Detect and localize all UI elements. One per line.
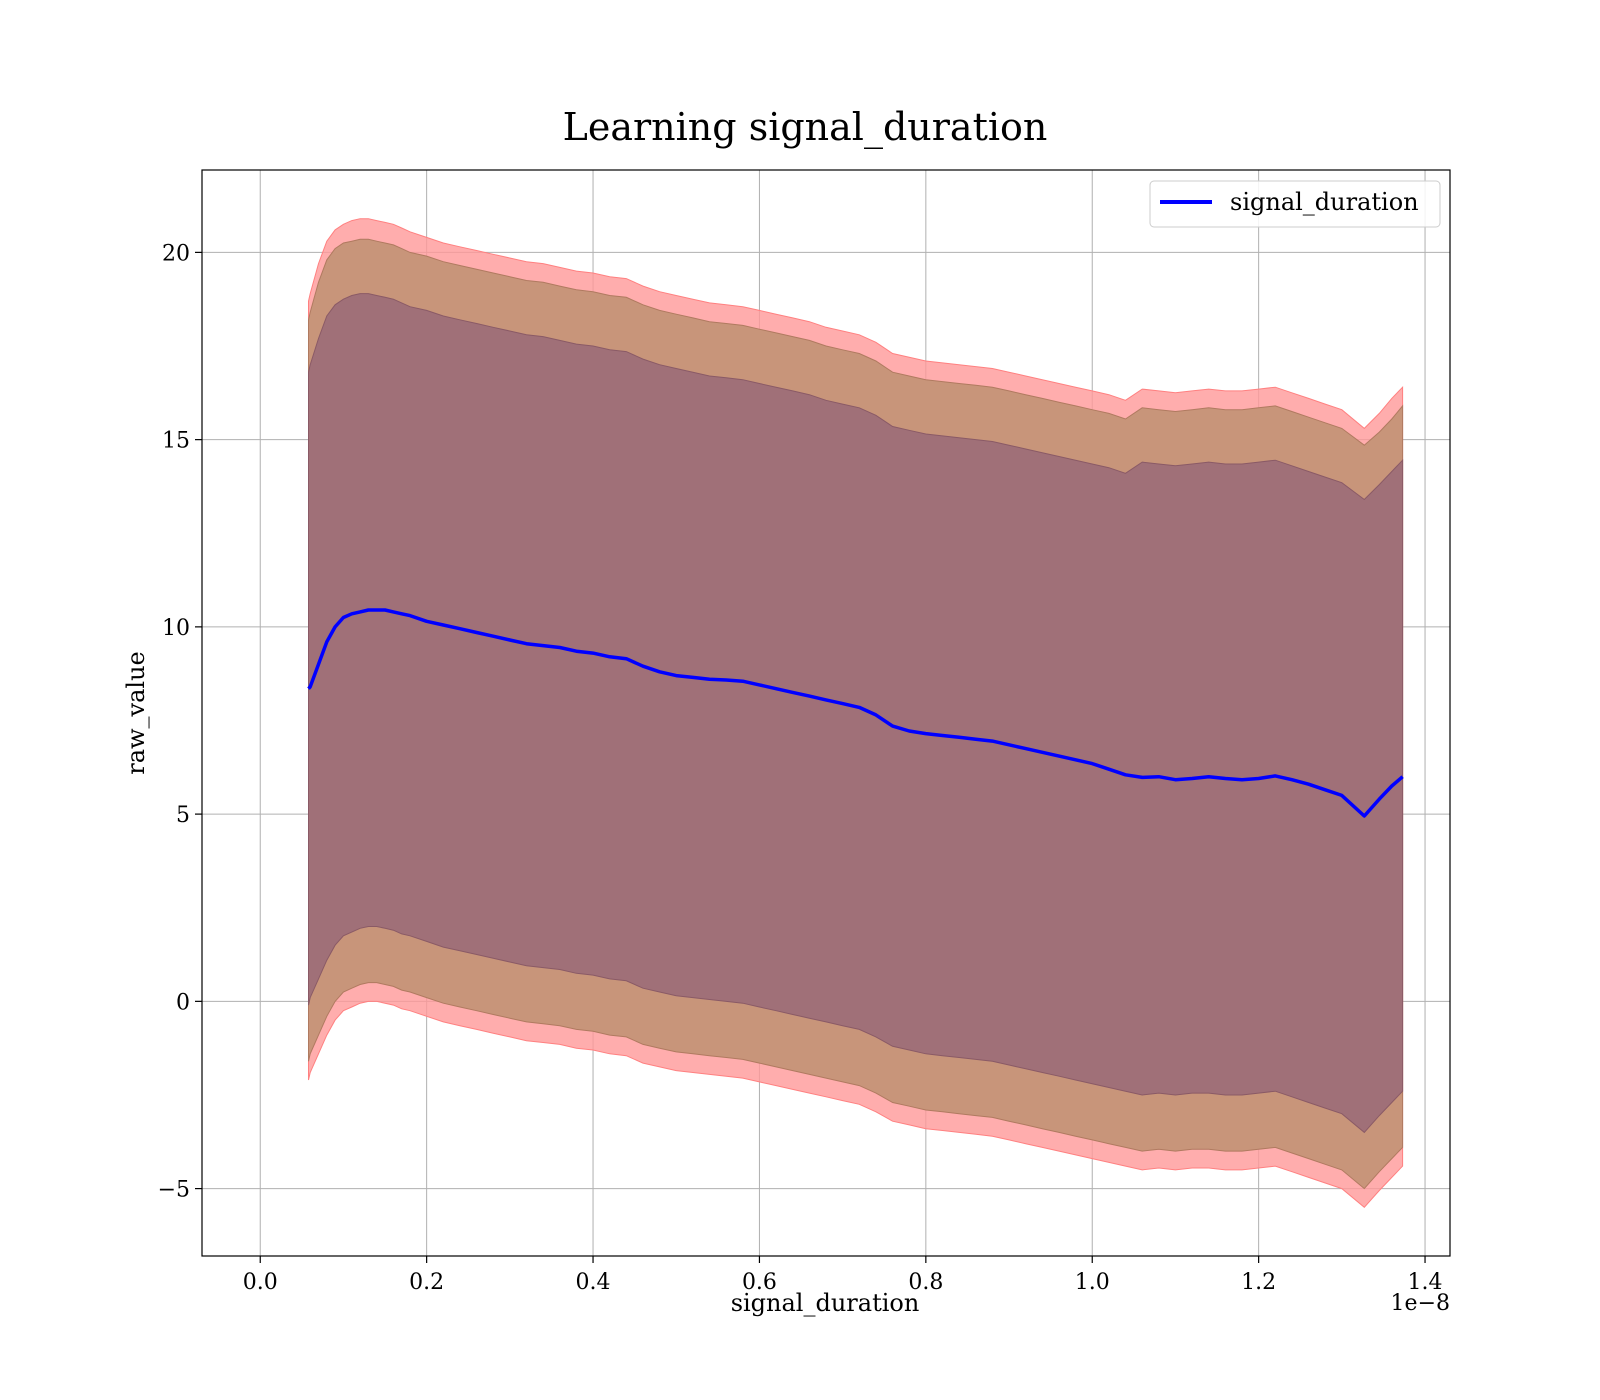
y-tick-label: 20 [162,241,190,266]
y-tick-label: 10 [162,616,190,641]
mean-line-layer [307,608,1404,818]
x-tick-label: 1.0 [1075,1270,1110,1295]
y-axis-label: raw_value [122,651,150,775]
legend-label: signal_duration [1230,188,1419,216]
inner-band [308,293,1404,1134]
x-tick-label: 0.2 [409,1270,444,1295]
y-tick-label: 15 [162,429,190,454]
x-tick-label: 0.6 [742,1270,777,1295]
x-axis-offset-label: 1e−8 [1391,1291,1450,1316]
x-tick-label: 1.4 [1408,1270,1443,1295]
x-tick-label: 0.4 [576,1270,611,1295]
plot-frame [201,169,1451,1257]
x-axis-ticks: 0.0 0.2 0.4 0.6 0.8 1.0 1.2 1.4 [243,1256,1443,1295]
legend: signal_duration [1149,180,1441,228]
y-tick-label: 5 [176,803,190,828]
x-tick-label: 0.8 [908,1270,943,1295]
x-tick-label: 0.0 [243,1270,278,1295]
chart-title: Learning signal_duration [563,105,1048,150]
x-axis-label: signal_duration [731,1289,920,1317]
y-tick-label: 0 [176,990,190,1015]
x-tick-label: 1.2 [1241,1270,1276,1295]
confidence-bands [308,218,1404,1208]
legend-box [1149,180,1441,228]
y-axis-ticks: −5 0 5 10 15 20 [158,241,202,1203]
mean-line [307,608,1404,818]
y-tick-label: −5 [158,1178,190,1203]
